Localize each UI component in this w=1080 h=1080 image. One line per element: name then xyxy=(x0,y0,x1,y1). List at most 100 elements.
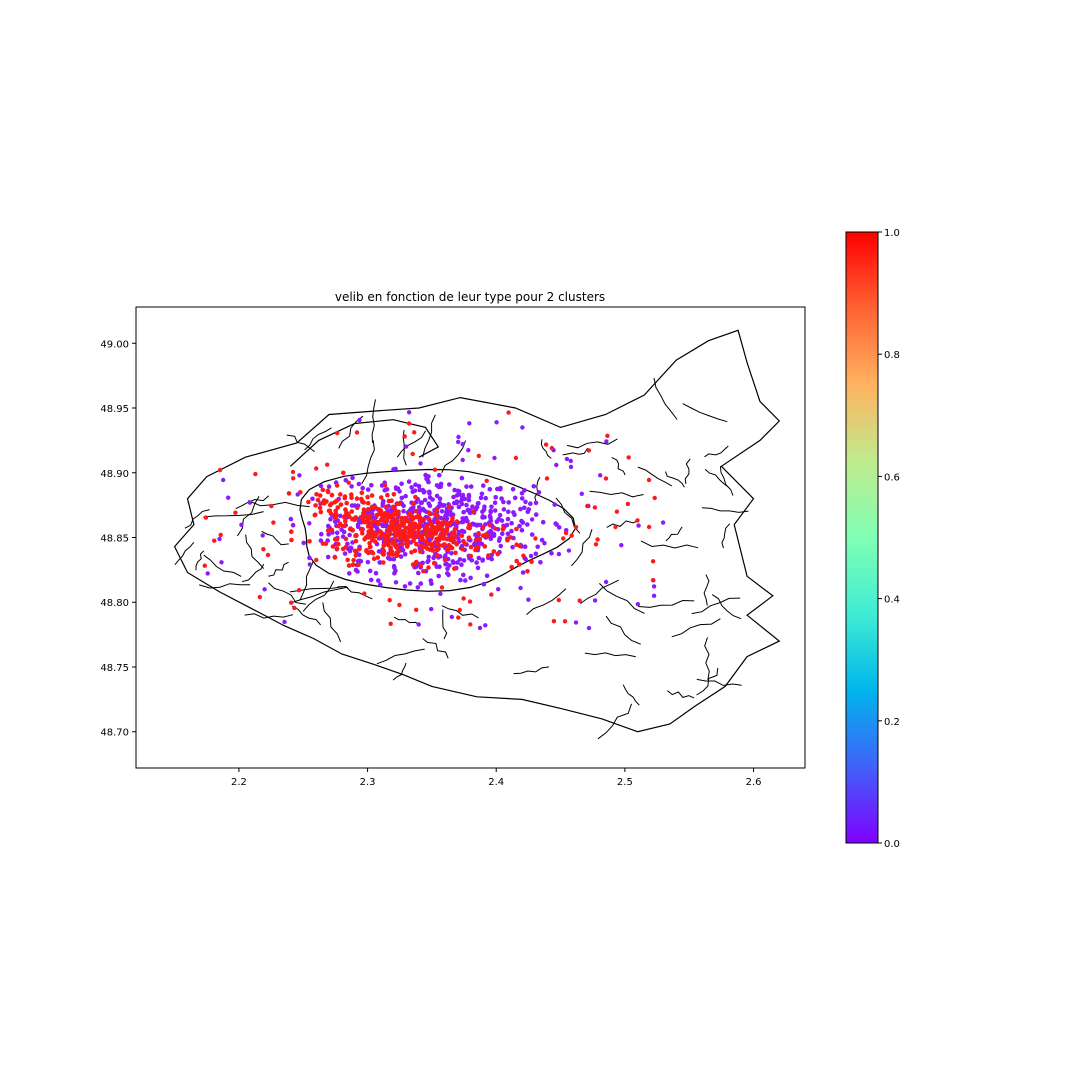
station-point-cluster-0 xyxy=(297,473,302,478)
commune-boundary xyxy=(376,648,425,665)
station-point-cluster-0 xyxy=(457,557,463,562)
station-point-cluster-1 xyxy=(343,536,349,542)
station-point-cluster-1 xyxy=(426,516,432,522)
station-point-cluster-0 xyxy=(491,531,497,537)
commune-boundary xyxy=(422,414,436,458)
station-point-cluster-0 xyxy=(431,555,436,561)
station-point-cluster-1 xyxy=(358,514,364,520)
station-point-cluster-1 xyxy=(323,541,329,546)
station-point-cluster-1 xyxy=(477,536,483,542)
station-point-cluster-0 xyxy=(510,544,515,550)
station-point-cluster-1 xyxy=(332,555,338,560)
station-point-cluster-0 xyxy=(369,482,374,488)
station-point-cluster-1 xyxy=(289,529,294,534)
station-point-cluster-1 xyxy=(353,538,359,544)
station-point-cluster-1 xyxy=(330,544,336,549)
station-point-cluster-1 xyxy=(556,597,561,603)
commune-boundary xyxy=(337,585,373,600)
station-point-cluster-0 xyxy=(635,602,641,607)
station-point-cluster-0 xyxy=(410,489,416,495)
commune-boundary xyxy=(396,430,427,458)
station-point-cluster-0 xyxy=(403,444,409,449)
station-point-cluster-1 xyxy=(592,505,598,510)
station-point-cluster-1 xyxy=(414,541,419,547)
station-point-cluster-0 xyxy=(454,493,460,498)
station-point-cluster-0 xyxy=(477,625,483,631)
station-point-cluster-1 xyxy=(646,524,652,530)
station-point-cluster-1 xyxy=(517,562,522,567)
station-point-cluster-0 xyxy=(498,543,504,549)
station-point-cluster-1 xyxy=(434,518,440,524)
commune-boundary xyxy=(526,588,567,615)
station-point-cluster-0 xyxy=(307,562,312,567)
station-point-cluster-1 xyxy=(577,598,582,603)
station-point-cluster-0 xyxy=(523,556,528,562)
station-point-cluster-1 xyxy=(387,598,392,603)
commune-boundary xyxy=(248,500,310,508)
station-point-cluster-0 xyxy=(468,484,474,489)
station-point-cluster-1 xyxy=(435,552,440,558)
station-point-cluster-0 xyxy=(310,496,315,502)
station-point-cluster-1 xyxy=(573,524,579,530)
station-point-cluster-1 xyxy=(393,534,398,539)
station-point-cluster-1 xyxy=(257,594,262,600)
station-point-cluster-0 xyxy=(480,514,486,519)
station-point-cluster-0 xyxy=(466,448,471,453)
commune-boundary xyxy=(684,458,691,484)
station-point-cluster-1 xyxy=(391,512,397,518)
station-point-cluster-0 xyxy=(226,495,231,500)
station-point-cluster-0 xyxy=(636,523,641,528)
station-point-cluster-1 xyxy=(389,498,394,504)
station-point-cluster-1 xyxy=(400,541,405,547)
station-point-cluster-1 xyxy=(409,550,414,555)
station-point-cluster-1 xyxy=(467,599,473,604)
station-point-cluster-1 xyxy=(335,430,340,436)
station-point-cluster-1 xyxy=(334,483,340,488)
station-point-cluster-0 xyxy=(483,623,488,628)
station-point-cluster-0 xyxy=(506,500,512,505)
station-point-cluster-0 xyxy=(487,513,493,519)
commune-boundary xyxy=(422,638,449,659)
station-point-cluster-0 xyxy=(378,582,383,587)
station-point-cluster-0 xyxy=(459,493,464,498)
commune-boundary xyxy=(671,618,721,638)
station-point-cluster-1 xyxy=(563,530,569,536)
station-point-cluster-0 xyxy=(505,516,511,522)
station-point-cluster-1 xyxy=(369,493,375,498)
station-point-cluster-0 xyxy=(488,536,494,542)
station-point-cluster-0 xyxy=(402,552,408,557)
station-point-cluster-1 xyxy=(635,518,640,523)
station-point-cluster-1 xyxy=(442,557,448,563)
station-point-cluster-1 xyxy=(487,523,493,528)
station-point-cluster-1 xyxy=(318,509,324,515)
station-point-cluster-0 xyxy=(427,537,432,542)
station-point-cluster-1 xyxy=(613,524,618,530)
station-point-cluster-0 xyxy=(422,489,427,495)
station-point-cluster-0 xyxy=(393,485,399,490)
station-point-cluster-0 xyxy=(519,528,525,533)
station-point-cluster-0 xyxy=(529,532,535,537)
station-point-cluster-0 xyxy=(474,560,479,565)
station-point-cluster-1 xyxy=(476,453,481,459)
station-point-cluster-1 xyxy=(484,478,489,483)
y-tick-label: 48.80 xyxy=(100,598,129,609)
station-point-cluster-1 xyxy=(544,476,550,481)
x-axis: 2.2 2.3 2.4 2.5 2.6 xyxy=(231,768,761,788)
commune-boundary xyxy=(322,602,342,643)
station-point-cluster-1 xyxy=(491,549,497,554)
commune-boundary xyxy=(442,609,448,640)
station-point-cluster-1 xyxy=(506,410,511,415)
station-point-cluster-1 xyxy=(320,487,326,493)
commune-boundary xyxy=(597,703,632,740)
station-point-cluster-1 xyxy=(646,477,652,483)
station-point-cluster-1 xyxy=(413,534,419,540)
station-point-cluster-1 xyxy=(361,507,367,512)
station-point-cluster-0 xyxy=(443,514,448,519)
station-point-cluster-0 xyxy=(367,568,373,574)
station-point-cluster-1 xyxy=(345,557,351,563)
station-point-cluster-1 xyxy=(340,523,346,529)
station-point-cluster-0 xyxy=(437,500,443,506)
station-point-cluster-1 xyxy=(307,539,312,544)
station-point-cluster-0 xyxy=(533,512,539,517)
station-point-cluster-1 xyxy=(495,551,501,557)
